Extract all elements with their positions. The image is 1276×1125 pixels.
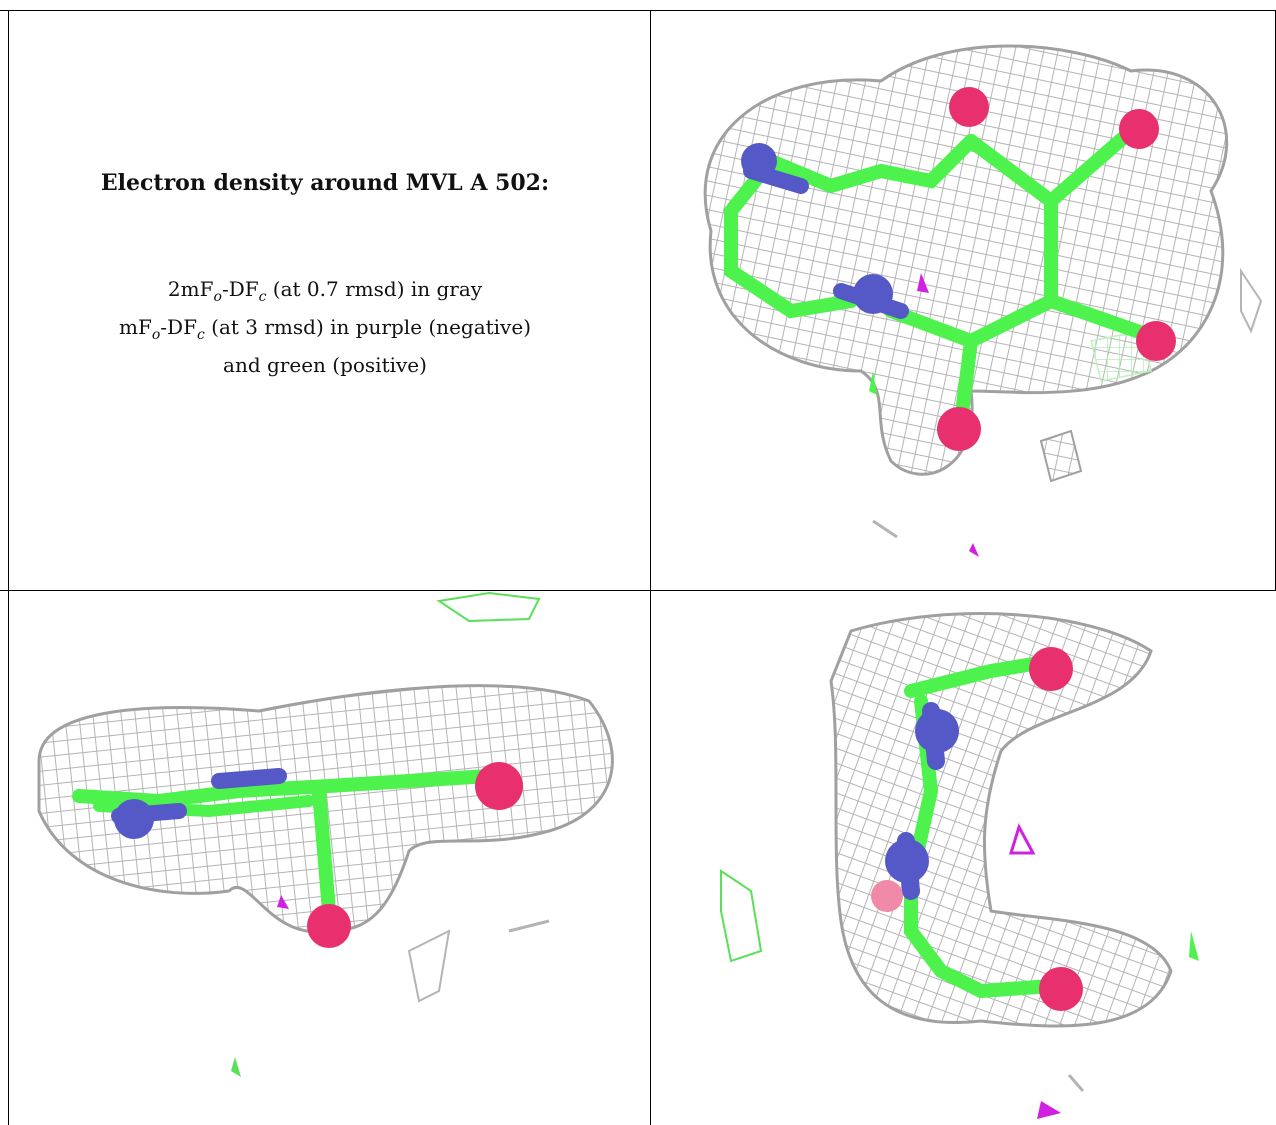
border-middle bbox=[0, 590, 1276, 591]
mesh-blob-small bbox=[1039, 429, 1083, 483]
negative-density-marker bbox=[969, 543, 979, 557]
negative-density-marker bbox=[277, 895, 289, 909]
mesh-fragment bbox=[407, 929, 451, 1003]
positive-density-marker bbox=[231, 1057, 241, 1077]
oxygen-atom bbox=[475, 762, 523, 810]
caption-subscript: c bbox=[258, 289, 267, 305]
oxygen-atom bbox=[1039, 967, 1083, 1011]
caption-subscript: o bbox=[213, 289, 222, 305]
positive-density-marker bbox=[1189, 931, 1199, 961]
density-image bbox=[720, 612, 1199, 1119]
negative-density-marker bbox=[1008, 823, 1036, 855]
density-image bbox=[703, 44, 1263, 557]
caption-title: Electron density around MVL A 502: bbox=[100, 170, 550, 196]
negative-density-marker bbox=[1037, 1101, 1061, 1119]
nitrogen-atom bbox=[853, 274, 893, 314]
nitrogen-atom bbox=[915, 709, 959, 753]
border-left bbox=[8, 10, 9, 1125]
oxygen-atom bbox=[871, 880, 903, 912]
caption-line-positive: and green (positive) bbox=[223, 353, 427, 377]
caption-text: 2mF bbox=[167, 277, 214, 301]
oxygen-atom bbox=[307, 904, 351, 948]
oxygen-atom bbox=[1136, 321, 1176, 361]
mesh-blob-right bbox=[1240, 267, 1263, 334]
mesh-fragment bbox=[1067, 1074, 1085, 1092]
caption-text: mF bbox=[119, 315, 152, 339]
caption-line-fo: mFo-DFc (at 3 rmsd) in purple (negative) bbox=[0, 312, 650, 350]
caption-line-2fo: 2mFo-DFc (at 0.7 rmsd) in gray bbox=[0, 274, 650, 312]
figure-caption: Electron density around MVL A 502: 2mFo-… bbox=[0, 170, 650, 380]
caption-text: -DF bbox=[221, 277, 259, 301]
caption-subscript: c bbox=[196, 327, 205, 343]
mesh-positive-green bbox=[1090, 330, 1152, 382]
border-top bbox=[0, 10, 1276, 11]
caption-text: -DF bbox=[160, 315, 197, 339]
negative-density-marker bbox=[917, 273, 929, 293]
density-image bbox=[37, 591, 614, 1077]
nitrogen-atom bbox=[885, 839, 929, 883]
border-center bbox=[650, 10, 651, 1125]
caption-subscript: o bbox=[151, 327, 161, 343]
density-view-bottom-right bbox=[651, 591, 1275, 1125]
mesh-fragment bbox=[508, 919, 550, 933]
nitrogen-atom bbox=[114, 799, 154, 839]
caption-text: (at 0.7 rmsd) in gray bbox=[266, 277, 483, 301]
oxygen-atom bbox=[937, 407, 981, 451]
density-view-bottom-left bbox=[9, 591, 650, 1125]
oxygen-atom bbox=[1119, 109, 1159, 149]
mesh-positive-green bbox=[436, 591, 541, 623]
nitrogen-atom bbox=[741, 143, 777, 179]
mesh-positive-green bbox=[720, 869, 763, 963]
oxygen-atom bbox=[949, 87, 989, 127]
density-view-top-right bbox=[651, 11, 1275, 590]
positive-density-marker bbox=[869, 371, 877, 395]
oxygen-atom bbox=[1029, 647, 1073, 691]
mesh-fragment bbox=[872, 519, 898, 539]
caption-text: (at 3 rmsd) in purple (negative) bbox=[204, 315, 531, 339]
